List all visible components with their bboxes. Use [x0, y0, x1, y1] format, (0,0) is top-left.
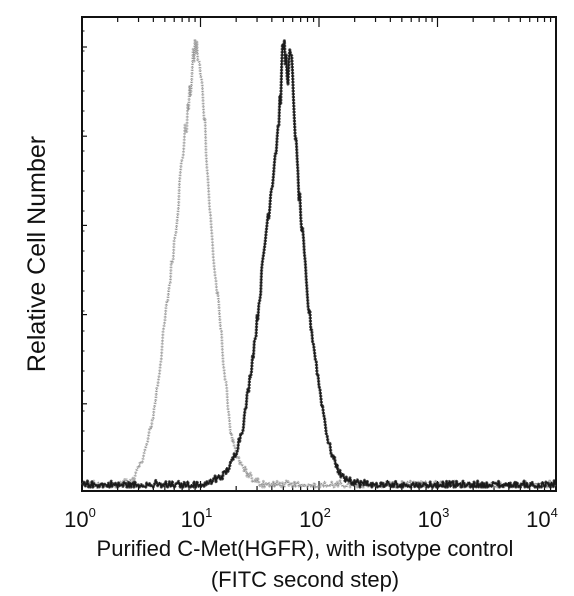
x-tick-label-base: 10	[181, 507, 205, 532]
x-tick-label-base: 10	[418, 507, 442, 532]
x-tick-labels: 100 101 102 103 104	[64, 505, 558, 532]
x-tick-label: 103	[418, 505, 450, 532]
x-tick-label: 104	[526, 505, 558, 532]
x-tick-label: 101	[181, 505, 213, 532]
x-tick-label-exponent: 0	[89, 505, 96, 520]
y-axis-label: Relative Cell Number	[23, 136, 51, 372]
x-tick-label-base: 10	[526, 507, 550, 532]
x-tick-label-base: 10	[64, 507, 88, 532]
y-minor-ticks	[82, 30, 87, 452]
x-axis-label-line-1: Purified C-Met(HGFR), with isotype contr…	[97, 536, 514, 561]
x-tick-label-exponent: 2	[324, 505, 331, 520]
x-axis-label-line-2: (FITC second step)	[211, 567, 399, 592]
x-tick-label: 100	[64, 505, 96, 532]
x-tick-label-exponent: 1	[205, 505, 212, 520]
series-isotype-control-histogram	[80, 37, 557, 489]
x-tick-label-base: 10	[299, 507, 323, 532]
x-tick-label-exponent: 4	[551, 505, 558, 520]
x-tick-label-exponent: 3	[442, 505, 449, 520]
series-layer	[80, 37, 557, 489]
series-c-met-histogram	[81, 40, 557, 488]
x-tick-label: 102	[299, 505, 331, 532]
plot-frame	[81, 16, 557, 492]
